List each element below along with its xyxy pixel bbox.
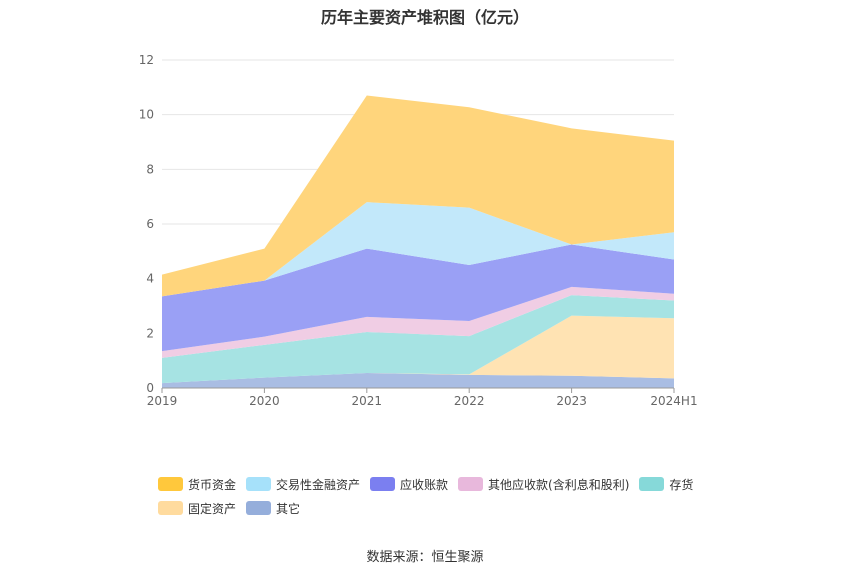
y-tick-label: 0 bbox=[146, 381, 154, 395]
legend-row: 固定资产 其它 bbox=[158, 496, 758, 520]
y-tick-label: 10 bbox=[139, 108, 154, 122]
legend-label: 其它 bbox=[276, 501, 301, 516]
legend: 货币资金 交易性金融资产 应收账款 其他应收款(含利息和股利) 存货固定资产 其它 bbox=[158, 472, 758, 520]
legend-label: 交易性金融资产 bbox=[276, 477, 361, 492]
legend-label: 其他应收款(含利息和股利) bbox=[488, 477, 630, 492]
legend-label: 固定资产 bbox=[188, 501, 237, 516]
legend-label: 应收账款 bbox=[400, 477, 449, 492]
x-tick-label: 2021 bbox=[352, 394, 383, 408]
chart-title: 历年主要资产堆积图（亿元） bbox=[320, 8, 529, 27]
area-series-5[interactable] bbox=[162, 202, 674, 297]
legend-item[interactable]: 存货 bbox=[639, 476, 693, 493]
legend-label: 存货 bbox=[669, 477, 694, 492]
area-layer bbox=[162, 95, 674, 388]
x-tick-label: 2023 bbox=[556, 394, 587, 408]
legend-swatch bbox=[370, 477, 396, 491]
legend-swatch bbox=[246, 477, 272, 491]
legend-swatch bbox=[639, 477, 665, 491]
area-series-1[interactable] bbox=[162, 315, 674, 384]
area-series-3[interactable] bbox=[162, 286, 674, 358]
x-tick-label: 2024H1 bbox=[650, 394, 697, 408]
data-source: 数据来源：恒生聚源 bbox=[366, 550, 484, 565]
y-tick-label: 8 bbox=[146, 162, 154, 176]
area-series-4[interactable] bbox=[162, 244, 674, 352]
y-tick-label: 2 bbox=[146, 326, 154, 340]
legend-swatch bbox=[158, 501, 183, 515]
legend-swatch bbox=[246, 501, 272, 515]
legend-swatch bbox=[458, 477, 484, 491]
area-series-6[interactable] bbox=[162, 95, 674, 297]
area-series-2[interactable] bbox=[162, 295, 674, 384]
legend-swatch bbox=[158, 477, 183, 491]
axis-layer: 0 2 4 6 8 10 12 2019 2020 2021 2022 2023 2024H1 bbox=[139, 53, 698, 408]
legend-item[interactable]: 货币资金 bbox=[158, 476, 236, 493]
x-tick-label: 2022 bbox=[454, 394, 485, 408]
stacked-area-chart: 0 2 4 6 8 10 12 2019 2020 2021 2022 2023 2024H1 bbox=[139, 53, 698, 408]
y-tick-label: 6 bbox=[146, 217, 154, 231]
legend-item[interactable]: 交易性金融资产 bbox=[246, 476, 360, 493]
area-series-0[interactable] bbox=[162, 372, 674, 388]
legend-item[interactable]: 固定资产 bbox=[158, 500, 236, 517]
legend-label: 货币资金 bbox=[188, 477, 237, 492]
legend-item[interactable]: 应收账款 bbox=[370, 476, 448, 493]
legend-item[interactable]: 其它 bbox=[246, 500, 300, 517]
x-tick-label: 2019 bbox=[147, 394, 178, 408]
legend-item[interactable]: 其他应收款(含利息和股利) bbox=[458, 476, 629, 493]
x-tick-label: 2020 bbox=[249, 394, 280, 408]
y-tick-label: 4 bbox=[146, 272, 154, 286]
y-tick-label: 12 bbox=[139, 53, 154, 67]
legend-row: 货币资金 交易性金融资产 应收账款 其他应收款(含利息和股利) 存货 bbox=[158, 472, 758, 496]
